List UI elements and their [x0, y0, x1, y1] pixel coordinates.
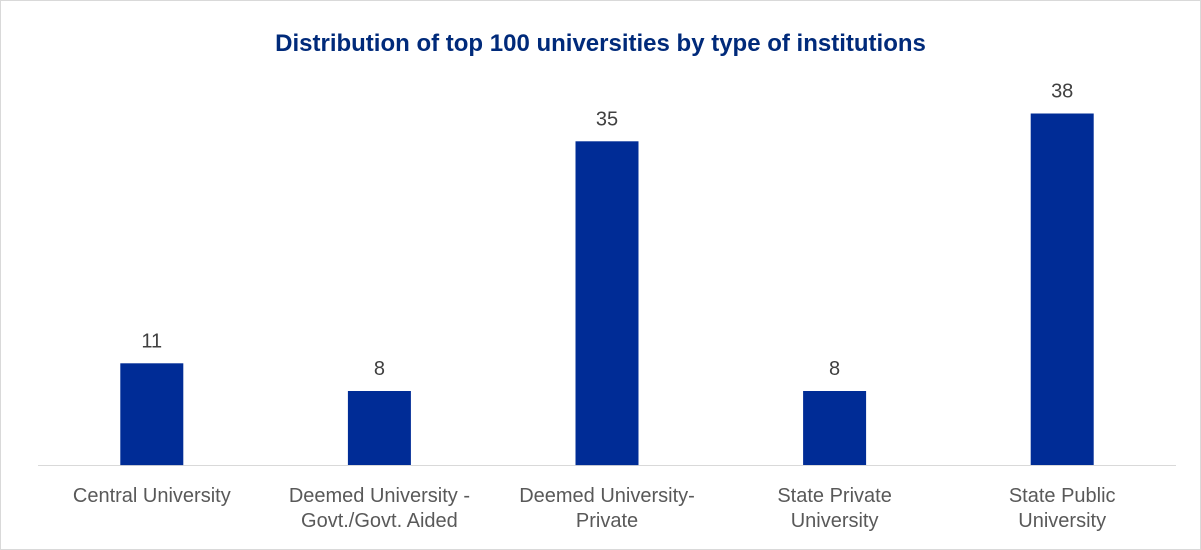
data-label: 8 [374, 358, 385, 380]
category-label-line: State Public [1009, 485, 1116, 507]
bar [803, 391, 867, 465]
category-label-line: University [791, 510, 879, 532]
category-label-line: University [1018, 510, 1106, 532]
data-label: 11 [141, 330, 162, 352]
bar [575, 141, 639, 466]
data-label: 38 [1051, 81, 1073, 103]
chart-title: Distribution of top 100 universities by … [275, 30, 926, 57]
category-label-line: Private [576, 510, 638, 532]
category-label-line: Deemed University- [519, 485, 695, 507]
category-label-line: Central University [73, 485, 231, 507]
category-label: Deemed University - Govt./Govt. Aided [289, 485, 470, 532]
bar [120, 363, 184, 466]
category-label-line: State Private [777, 485, 892, 507]
data-label: 35 [596, 108, 618, 130]
category-label-line: Deemed University - [289, 485, 470, 507]
bar [347, 391, 411, 465]
category-label: Deemed University- Private [519, 485, 695, 532]
category-label: State Private University [777, 485, 892, 532]
bar [1030, 113, 1094, 465]
category-label: State Public University [1009, 485, 1116, 532]
category-label-line: Govt./Govt. Aided [301, 510, 458, 532]
category-label: Central University [73, 485, 231, 507]
data-label: 8 [829, 358, 840, 380]
